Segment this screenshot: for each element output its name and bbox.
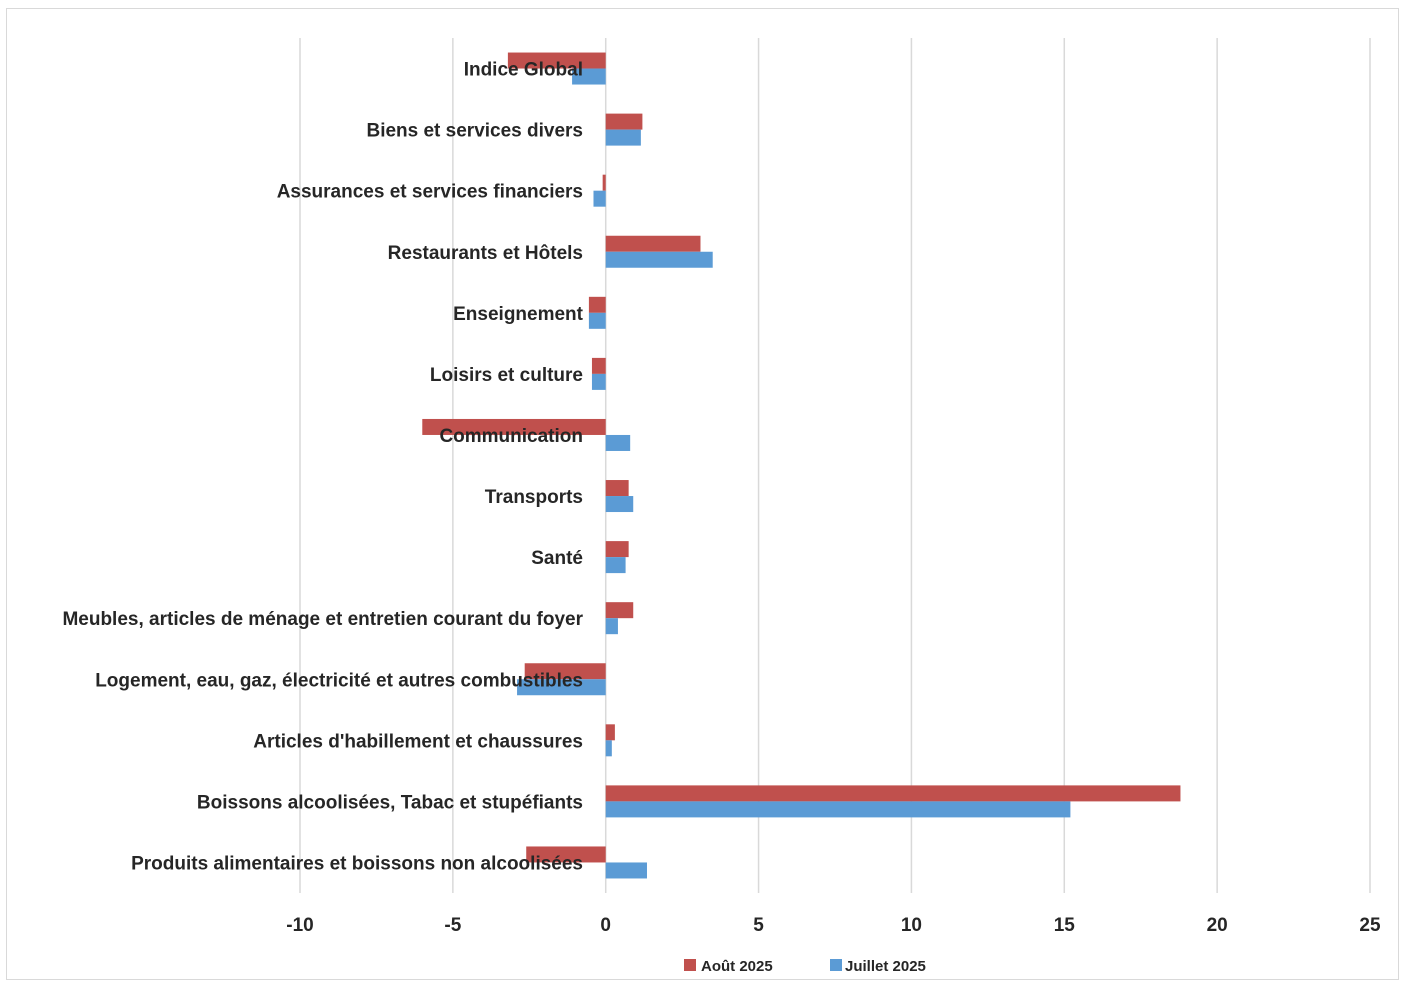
legend: Août 2025 Juillet 2025 xyxy=(684,958,926,975)
bar-aout xyxy=(605,602,634,619)
bar-aout xyxy=(605,724,615,741)
bar-juillet xyxy=(588,312,606,329)
legend-label: Août 2025 xyxy=(701,958,773,975)
category-label: Enseignement xyxy=(453,304,584,325)
bar-juillet xyxy=(605,251,713,268)
bar-juillet xyxy=(517,679,606,696)
category-label: Articles d'habillement et chaussures xyxy=(253,731,583,752)
x-tick-label: 25 xyxy=(1359,915,1381,936)
bar-aout xyxy=(588,296,606,313)
chart-frame xyxy=(6,8,1399,980)
bar-aout xyxy=(422,418,606,435)
bar-juillet xyxy=(605,129,641,146)
category-label: Santé xyxy=(531,548,583,569)
bar-aout xyxy=(605,113,643,130)
category-label: Produits alimentaires et boissons non al… xyxy=(131,853,583,874)
bar-aout xyxy=(526,846,606,863)
category-label: Communication xyxy=(439,426,583,447)
category-label: Meubles, articles de ménage et entretien… xyxy=(62,609,583,630)
bar-aout xyxy=(602,174,606,191)
x-tick-label: -10 xyxy=(286,915,313,936)
bar-aout xyxy=(591,357,606,374)
bar-juillet xyxy=(605,801,1071,818)
category-label: Transports xyxy=(485,487,583,508)
bar-aout xyxy=(507,52,606,69)
x-tick-labels: -10 -5 0 5 10 15 20 25 xyxy=(286,915,1381,936)
bar-juillet xyxy=(605,740,612,757)
bars xyxy=(422,52,1181,879)
bar-juillet xyxy=(593,190,606,207)
legend-swatch xyxy=(684,959,696,971)
bar-aout xyxy=(605,541,629,558)
legend-label: Juillet 2025 xyxy=(845,958,926,975)
x-tick-label: -5 xyxy=(444,915,461,936)
category-label: Indice Global xyxy=(464,60,583,81)
category-labels: Indice Global Biens et services divers Ass… xyxy=(62,60,583,875)
bar-aout xyxy=(605,785,1181,802)
bar-juillet xyxy=(605,557,626,574)
bar-juillet xyxy=(591,373,606,390)
category-label: Loisirs et culture xyxy=(430,365,583,386)
x-tick-label: 10 xyxy=(901,915,922,936)
category-label: Restaurants et Hôtels xyxy=(388,243,583,264)
category-label: Boissons alcoolisées, Tabac et stupéfian… xyxy=(197,792,583,813)
bar-juillet xyxy=(605,496,634,513)
gridlines xyxy=(299,38,1371,893)
bar-aout xyxy=(605,235,701,252)
category-label: Biens et services divers xyxy=(366,121,583,142)
x-tick-label: 20 xyxy=(1207,915,1228,936)
bar-aout xyxy=(524,663,606,680)
bar-juillet xyxy=(605,618,618,635)
bar-juillet xyxy=(572,68,606,85)
bar-juillet xyxy=(605,862,647,879)
bar-aout xyxy=(605,480,629,497)
bar-juillet xyxy=(605,434,631,451)
category-label: Assurances et services financiers xyxy=(277,182,583,203)
category-label: Logement, eau, gaz, électricité et autre… xyxy=(95,670,583,691)
x-tick-label: 0 xyxy=(600,915,611,936)
x-tick-label: 15 xyxy=(1054,915,1076,936)
legend-swatch xyxy=(830,959,842,971)
x-tick-label: 5 xyxy=(753,915,764,936)
